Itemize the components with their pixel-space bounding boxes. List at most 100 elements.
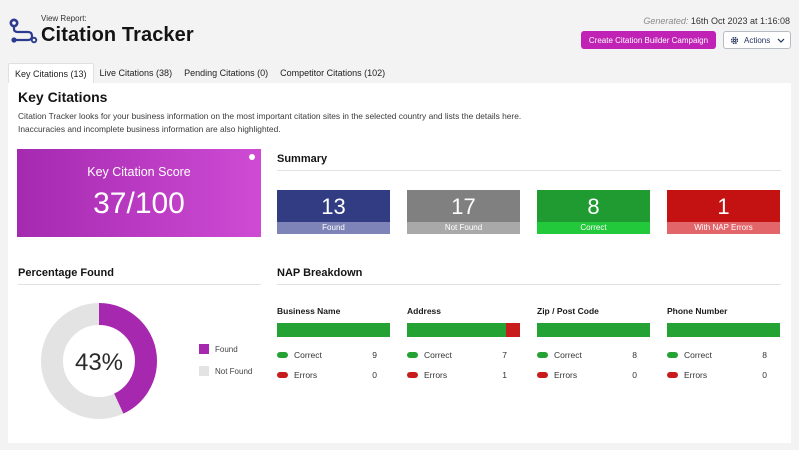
stat-nap-errors-value: 1	[717, 194, 730, 219]
nap-column-name: Business Name	[277, 306, 341, 316]
nap-correct-count: 8	[632, 350, 637, 360]
main-panel: Key Citations Citation Tracker looks for…	[8, 83, 791, 443]
info-icon[interactable]	[249, 154, 255, 160]
tab-live-citations[interactable]: Live Citations (38)	[99, 68, 173, 78]
nap-breakdown-title: NAP Breakdown	[277, 267, 363, 279]
stat-correct: 8 Correct	[537, 190, 650, 234]
nap-errors-count: 0	[372, 370, 377, 380]
citation-tabs: Key Citations (13) Live Citations (38) P…	[8, 63, 391, 83]
error-dot-icon	[277, 372, 288, 378]
stat-found-value: 13	[321, 194, 346, 219]
nap-correct-row: Correct 8	[667, 350, 767, 360]
actions-dropdown[interactable]: Actions	[723, 31, 791, 49]
score-value: 37/100	[93, 187, 185, 220]
percentage-divider	[18, 284, 261, 285]
correct-dot-icon	[407, 352, 418, 358]
nap-bar-correct	[537, 323, 650, 337]
tab-pending-citations[interactable]: Pending Citations (0)	[184, 68, 269, 78]
generated-timestamp: Generated: 16th Oct 2023 at 1:16:08	[643, 16, 790, 26]
nap-progress-bar	[667, 323, 780, 337]
nap-correct-count: 9	[372, 350, 377, 360]
legend-not-found-label: Not Found	[215, 366, 253, 376]
donut-center-value: 43%	[75, 349, 123, 376]
nap-correct-count: 7	[502, 350, 507, 360]
section-description: Citation Tracker looks for your business…	[18, 111, 522, 134]
nap-errors-row: Errors 0	[537, 370, 637, 380]
donut-found-arc	[41, 303, 157, 419]
stat-not-found-label: Not Found	[407, 222, 520, 234]
legend-found-swatch	[199, 344, 209, 354]
chevron-down-icon	[777, 38, 785, 43]
summary-divider	[277, 170, 781, 171]
tab-key-citations[interactable]: Key Citations (13)	[8, 63, 94, 83]
nap-column-name: Address	[407, 306, 442, 316]
stat-correct-label: Correct	[537, 222, 650, 234]
score-label: Key Citation Score	[87, 165, 191, 179]
nap-errors-row: Errors 0	[667, 370, 767, 380]
summary-title: Summary	[277, 153, 328, 165]
percentage-found-title: Percentage Found	[18, 267, 114, 279]
legend-found: Found	[199, 344, 238, 354]
nap-errors-count: 0	[632, 370, 637, 380]
nap-errors-label: Errors	[554, 370, 578, 380]
stat-correct-value: 8	[587, 194, 600, 219]
actions-label: Actions	[744, 35, 771, 45]
section-title: Key Citations	[18, 89, 108, 105]
legend-found-label: Found	[215, 344, 238, 354]
nap-column-zip-code: Zip / Post Code Correct 8 Errors 0	[537, 306, 650, 380]
correct-dot-icon	[537, 352, 548, 358]
stat-nap-errors-label: With NAP Errors	[667, 222, 780, 234]
stat-nap-errors: 1 With NAP Errors	[667, 190, 780, 234]
error-dot-icon	[407, 372, 418, 378]
nap-correct-row: Correct 9	[277, 350, 377, 360]
stat-not-found: 17 Not Found	[407, 190, 520, 234]
nap-errors-label: Errors	[684, 370, 708, 380]
tab-competitor-citations[interactable]: Competitor Citations (102)	[280, 68, 386, 78]
nap-correct-label: Correct	[424, 350, 452, 360]
key-citation-score-card: Key Citation Score 37/100	[17, 149, 261, 237]
nap-bar-errors	[505, 323, 520, 337]
percentage-donut-chart: 43%	[41, 303, 157, 419]
error-dot-icon	[537, 372, 548, 378]
legend-not-found-swatch	[199, 366, 209, 376]
nap-errors-label: Errors	[294, 370, 318, 380]
nap-errors-row: Errors 0	[277, 370, 377, 380]
nap-progress-bar	[537, 323, 650, 337]
nap-correct-label: Correct	[294, 350, 322, 360]
generated-value: 16th Oct 2023 at 1:16:08	[690, 16, 790, 26]
nap-divider	[277, 284, 781, 285]
nap-column-phone-number: Phone Number Correct 8 Errors 0	[667, 306, 780, 380]
legend-not-found: Not Found	[199, 366, 252, 376]
nap-column-business-name: Business Name Correct 9 Errors 0	[277, 306, 390, 380]
nap-correct-row: Correct 7	[407, 350, 507, 360]
nap-errors-label: Errors	[424, 370, 448, 380]
view-report-label: View Report:	[41, 14, 87, 23]
nap-bar-correct	[277, 323, 390, 337]
nap-column-name: Zip / Post Code	[537, 306, 599, 316]
nap-errors-row: Errors 1	[407, 370, 507, 380]
generated-label: Generated:	[643, 16, 689, 26]
nap-bar-correct	[407, 323, 506, 337]
nap-correct-label: Correct	[554, 350, 582, 360]
error-dot-icon	[667, 372, 678, 378]
nap-correct-count: 8	[762, 350, 767, 360]
route-logo-icon	[9, 18, 38, 44]
nap-errors-count: 0	[762, 370, 767, 380]
nap-column-address: Address Correct 7 Errors 1	[407, 306, 520, 380]
nap-column-name: Phone Number	[667, 306, 728, 316]
create-campaign-button[interactable]: Create Citation Builder Campaign	[581, 31, 716, 49]
nap-correct-row: Correct 8	[537, 350, 637, 360]
gear-icon	[730, 36, 739, 44]
page-title: Citation Tracker	[41, 24, 194, 46]
correct-dot-icon	[667, 352, 678, 358]
header: View Report: Citation Tracker Generated:…	[0, 0, 799, 62]
nap-progress-bar	[277, 323, 390, 337]
stat-not-found-value: 17	[451, 194, 476, 219]
nap-errors-count: 1	[502, 370, 507, 380]
nap-progress-bar	[407, 323, 520, 337]
stat-found: 13 Found	[277, 190, 390, 234]
stat-found-label: Found	[277, 222, 390, 234]
nap-correct-label: Correct	[684, 350, 712, 360]
correct-dot-icon	[277, 352, 288, 358]
nap-bar-correct	[667, 323, 780, 337]
